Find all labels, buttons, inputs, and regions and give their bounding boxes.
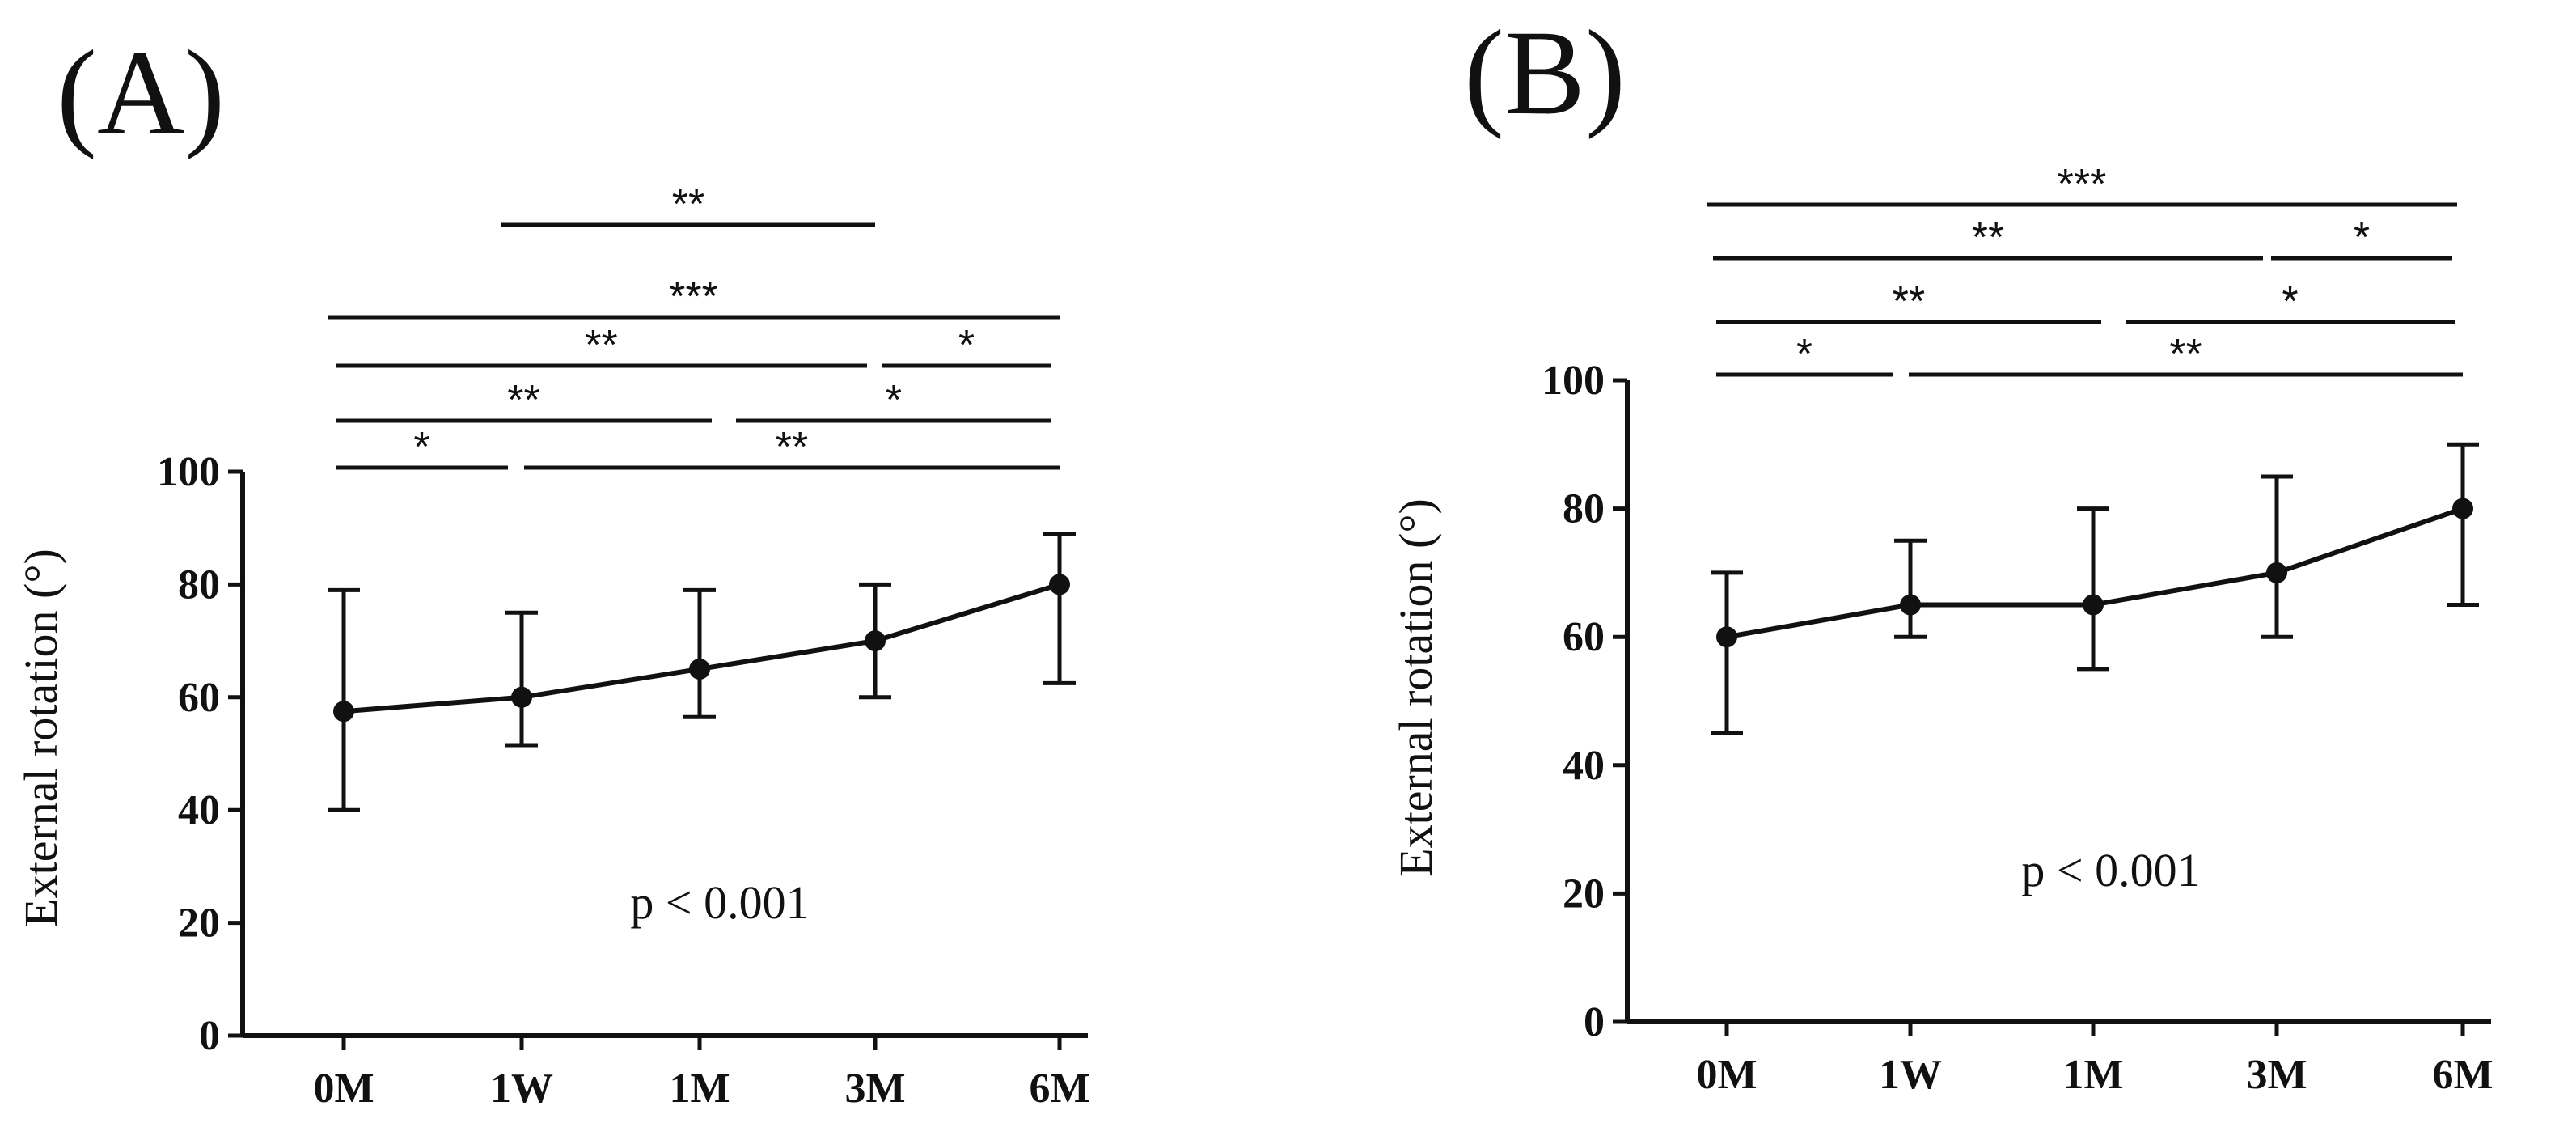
significance-label: * (886, 377, 902, 424)
significance-label: * (413, 424, 429, 471)
data-point (1900, 594, 1921, 616)
x-tick-label: 6M (1029, 1066, 1089, 1112)
significance-label: ** (776, 424, 808, 471)
y-tick-label: 100 (1542, 358, 1605, 404)
x-tick-label: 3M (2246, 1052, 2307, 1098)
data-point (1716, 626, 1737, 648)
y-tick-label: 20 (1563, 871, 1605, 917)
x-tick-label: 1W (1879, 1052, 1942, 1098)
significance-label: * (2282, 278, 2298, 325)
significance-label: ** (1972, 214, 2004, 261)
data-point (2452, 498, 2473, 519)
significance-label: ** (507, 377, 539, 424)
significance-label: * (958, 322, 975, 369)
significance-label: ** (585, 322, 617, 369)
y-tick-label: 60 (1563, 614, 1605, 660)
data-point (689, 658, 710, 680)
significance-label: *** (669, 273, 718, 320)
chart-panel-a: (A) 0 20 40 60 80 100 0M 1W 1M 3M 6M External rotati… (15, 26, 1090, 1112)
y-tick-label: 100 (157, 449, 220, 495)
significance-label: *** (2058, 161, 2107, 208)
y-axis-label: External rotation (°) (15, 549, 67, 927)
y-tick-label: 40 (1563, 743, 1605, 789)
significance-label: * (1796, 331, 1813, 378)
data-point (511, 686, 532, 708)
significance-label: ** (1893, 278, 1925, 325)
x-tick-label: 0M (313, 1066, 374, 1112)
data-point (2083, 594, 2104, 616)
y-tick-label: 0 (199, 1013, 220, 1059)
panel-label: (B) (1464, 6, 1626, 140)
x-tick-label: 1M (669, 1066, 730, 1112)
data-point (865, 630, 886, 652)
y-tick-label: 80 (1563, 486, 1605, 532)
significance-label: ** (672, 181, 704, 228)
x-tick-label: 1M (2062, 1052, 2123, 1098)
significance-label: * (2354, 214, 2370, 261)
y-tick-label: 20 (178, 901, 220, 947)
p-value-annotation: p < 0.001 (2021, 844, 2200, 896)
x-tick-label: 0M (1696, 1052, 1757, 1098)
y-axis-label: External rotation (°) (1390, 498, 1442, 877)
data-point (1049, 574, 1070, 595)
y-tick-label: 0 (1584, 999, 1605, 1045)
panel-label: (A) (57, 26, 225, 160)
y-tick-label: 80 (178, 562, 220, 608)
x-tick-label: 3M (844, 1066, 905, 1112)
y-tick-label: 60 (178, 675, 220, 721)
x-tick-label: 6M (2432, 1052, 2493, 1098)
data-point (2266, 562, 2287, 583)
y-tick-label: 40 (178, 787, 220, 833)
chart-panel-b: (B) 0 20 40 60 80 100 0M 1W 1M 3M 6M External rotati… (1390, 6, 2494, 1098)
x-tick-label: 1W (490, 1066, 553, 1112)
significance-label: ** (2169, 331, 2202, 378)
p-value-annotation: p < 0.001 (630, 876, 809, 929)
data-point (333, 701, 354, 723)
